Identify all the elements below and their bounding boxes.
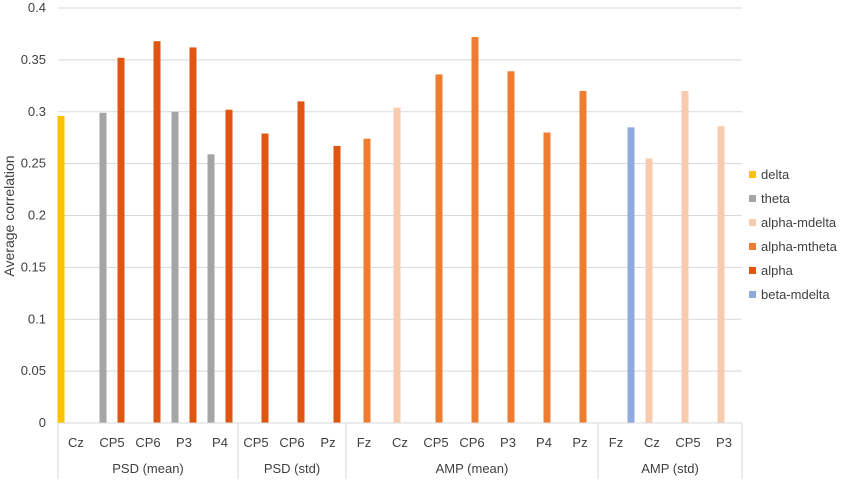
bar-alpha xyxy=(189,47,197,424)
y-axis-title: Average correlation xyxy=(1,155,17,276)
x-tick-label: P4 xyxy=(212,435,228,450)
bar-alpha xyxy=(153,41,161,423)
bar-alpha-mdelta xyxy=(717,126,725,424)
x-tick-label: Pz xyxy=(320,435,335,450)
legend-label: alpha xyxy=(761,263,794,278)
legend-swatch xyxy=(749,219,756,226)
x-tick-label: CP5 xyxy=(243,435,268,450)
x-tick-label: P3 xyxy=(176,435,192,450)
legend-label: beta-mdelta xyxy=(761,287,830,302)
legend: delta theta alpha-mdelta alpha-mtheta alpha b… xyxy=(749,167,838,302)
bar-theta xyxy=(171,111,179,423)
x-tick-label: CP6 xyxy=(135,435,160,450)
bar-alpha xyxy=(261,133,269,423)
x-tick-label: P4 xyxy=(536,435,552,450)
bar-delta xyxy=(57,115,65,424)
bar-alpha-mtheta xyxy=(363,138,371,423)
bar-alpha-mtheta xyxy=(507,71,515,423)
x-tick-label: CP5 xyxy=(423,435,448,450)
bar-alpha-mtheta xyxy=(543,132,551,423)
x-tick-label: Cz xyxy=(68,435,84,450)
bar-alpha xyxy=(117,57,125,424)
y-tick-label: 0.4 xyxy=(28,0,46,15)
x-tick-label: Cz xyxy=(644,435,660,450)
x-tick-label: CP6 xyxy=(279,435,304,450)
bar-alpha xyxy=(297,101,305,423)
y-tick-label: 0.25 xyxy=(21,156,46,171)
y-tick-label: 0.3 xyxy=(28,104,46,119)
bar-theta xyxy=(99,112,107,423)
x-tick-label: CP5 xyxy=(675,435,700,450)
legend-label: alpha-mtheta xyxy=(761,239,838,254)
x-tick-label: P3 xyxy=(716,435,732,450)
y-tick-label: 0.35 xyxy=(21,52,46,67)
legend-label: alpha-mdelta xyxy=(761,215,837,230)
bar-alpha xyxy=(333,145,341,424)
y-tick-label: 0 xyxy=(39,415,46,430)
bar-alpha-mdelta xyxy=(393,107,401,423)
bar-alpha-mtheta xyxy=(471,37,479,424)
bar-alpha-mtheta xyxy=(579,91,587,423)
x-tick-label: P3 xyxy=(500,435,516,450)
y-axis: 0 0.05 0.1 0.15 0.2 0.25 0.3 0.35 0.4 xyxy=(21,0,46,430)
x-tick-label: Fz xyxy=(357,435,371,450)
x-group-label: AMP (mean) xyxy=(436,461,509,476)
y-tick-label: 0.05 xyxy=(21,363,46,378)
legend-swatch xyxy=(749,243,756,250)
x-group-label: AMP (std) xyxy=(641,461,699,476)
x-group-label: PSD (std) xyxy=(264,461,320,476)
legend-swatch xyxy=(749,267,756,274)
x-tick-label: CP6 xyxy=(459,435,484,450)
y-tick-label: 0.1 xyxy=(28,311,46,326)
bar-theta xyxy=(207,154,215,423)
x-tick-label: Cz xyxy=(392,435,408,450)
legend-swatch xyxy=(749,291,756,298)
bar-alpha-mdelta xyxy=(681,91,689,423)
bar-alpha xyxy=(225,109,233,424)
bar-alpha-mdelta xyxy=(645,158,653,423)
bar-alpha-mtheta xyxy=(435,74,443,424)
bars xyxy=(57,37,725,424)
x-tick-label: CP5 xyxy=(99,435,124,450)
legend-swatch xyxy=(749,195,756,202)
y-tick-label: 0.2 xyxy=(28,208,46,223)
x-axis: Cz CP5 CP6 P3 P4 CP5 CP6 Pz Fz Cz CP5 CP6 P3 P4 Pz Fz Cz… xyxy=(57,422,743,479)
legend-swatch xyxy=(749,171,756,178)
legend-label: theta xyxy=(761,191,791,206)
legend-label: delta xyxy=(761,167,790,182)
x-group-label: PSD (mean) xyxy=(112,461,184,476)
bar-beta-mdelta xyxy=(627,127,635,423)
x-tick-label: Pz xyxy=(572,435,587,450)
y-tick-label: 0.15 xyxy=(21,259,46,274)
x-tick-label: Fz xyxy=(609,435,623,450)
